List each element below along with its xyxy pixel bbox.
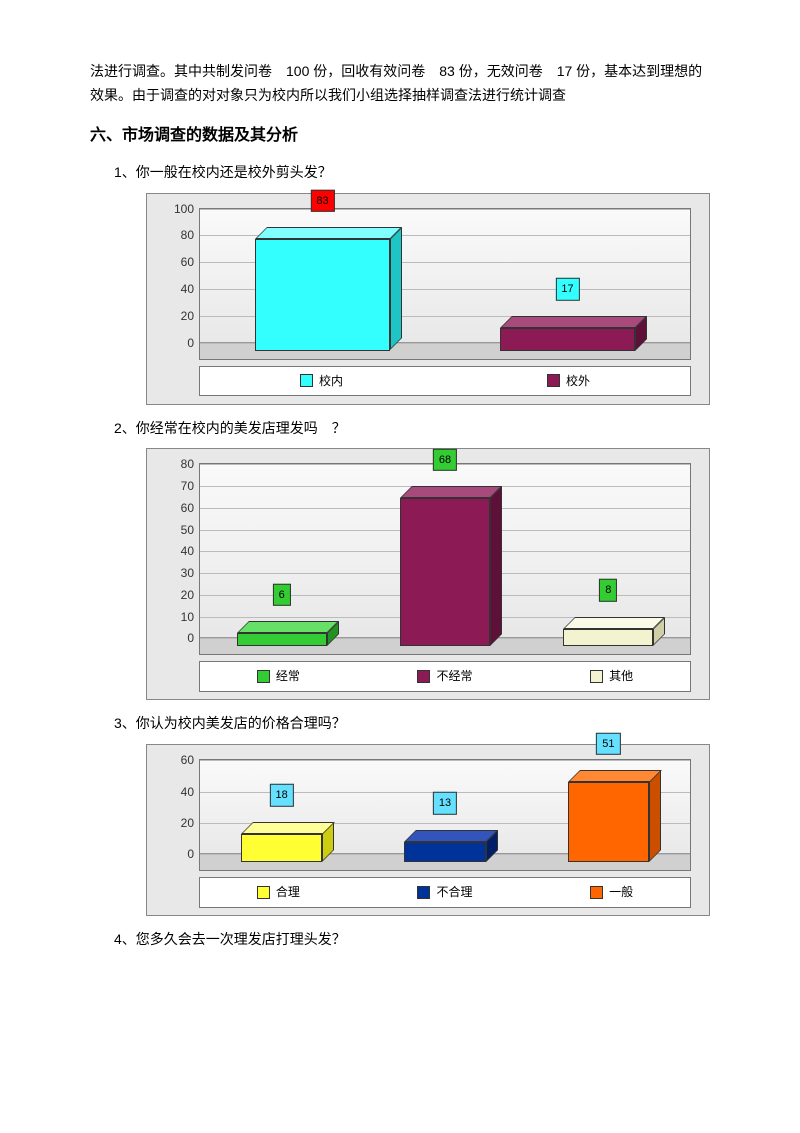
page: 法进行调查。其中共制发问卷 100 份，回收有效问卷 83 份，无效问卷 17 … [0, 0, 800, 1000]
legend-label: 不经常 [436, 666, 472, 686]
legend-item: 合理 [257, 882, 300, 902]
legend-label: 经常 [276, 666, 300, 686]
legend-item: 经常 [257, 666, 300, 686]
chart-3: 0 20 40 60 18 13 51 合理 不合理 一般 [146, 744, 710, 916]
legend-label: 一般 [609, 882, 633, 902]
y-axis-label: 60 [181, 750, 194, 770]
bar: 83 [255, 239, 390, 350]
y-axis-label: 20 [181, 813, 194, 833]
y-axis-label: 30 [181, 563, 194, 583]
data-label: 17 [555, 278, 579, 301]
legend-label: 合理 [276, 882, 300, 902]
y-axis-label: 0 [187, 628, 194, 648]
data-label: 6 [273, 583, 291, 606]
data-label: 18 [270, 784, 294, 807]
y-axis-label: 80 [181, 454, 194, 474]
legend-label: 校内 [319, 371, 343, 391]
question-3: 3、你认为校内美发店的价格合理吗？ [114, 712, 710, 736]
legend-swatch [417, 670, 430, 683]
chart-2: 010203040506070806688经常不经常其他 [146, 448, 710, 700]
bar: 6 [237, 633, 327, 646]
legend-label: 校外 [566, 371, 590, 391]
data-label: 51 [596, 732, 620, 755]
data-label: 83 [310, 189, 334, 212]
intro-paragraph: 法进行调查。其中共制发问卷 100 份，回收有效问卷 83 份，无效问卷 17 … [90, 60, 710, 108]
question-1: 1、你一般在校内还是校外剪头发？ [114, 161, 710, 185]
y-axis-label: 40 [181, 541, 194, 561]
data-label: 8 [599, 579, 617, 602]
y-axis-label: 60 [181, 498, 194, 518]
legend-label: 不合理 [436, 882, 472, 902]
y-axis-label: 0 [187, 332, 194, 352]
question-2: 2、你经常在校内的美发店理发吗 ？ [114, 417, 710, 441]
bar: 13 [404, 842, 486, 862]
y-axis-label: 10 [181, 606, 194, 626]
legend-label: 其他 [609, 666, 633, 686]
bar: 18 [241, 834, 323, 862]
legend: 校内 校外 [199, 366, 691, 396]
bar: 8 [563, 629, 653, 646]
legend-item: 不合理 [417, 882, 472, 902]
y-axis-label: 20 [181, 585, 194, 605]
bar: 51 [568, 782, 650, 862]
legend-item: 不经常 [417, 666, 472, 686]
legend-swatch [257, 670, 270, 683]
legend-item: 一般 [590, 882, 633, 902]
section-title: 六、市场调查的数据及其分析 [90, 122, 710, 149]
y-axis-label: 80 [181, 225, 194, 245]
legend-item: 校内 [300, 371, 343, 391]
legend-item: 校外 [547, 371, 590, 391]
bar: 68 [400, 498, 490, 646]
legend-swatch [257, 886, 270, 899]
y-axis-label: 100 [174, 198, 194, 218]
y-axis-label: 40 [181, 279, 194, 299]
data-label: 13 [433, 792, 457, 815]
y-axis-label: 0 [187, 844, 194, 864]
legend: 合理 不合理 一般 [199, 877, 691, 907]
legend: 经常 不经常 其他 [199, 661, 691, 691]
y-axis-label: 40 [181, 781, 194, 801]
question-4: 4、您多久会去一次理发店打理头发？ [114, 928, 710, 952]
y-axis-label: 20 [181, 306, 194, 326]
bar: 17 [500, 328, 635, 351]
legend-item: 其他 [590, 666, 633, 686]
chart-1: 0 20 40 60 80 100 83 17 校内 校外 [146, 193, 710, 405]
y-axis-label: 60 [181, 252, 194, 272]
y-axis-label: 50 [181, 519, 194, 539]
legend-swatch [590, 886, 603, 899]
legend-swatch [547, 374, 560, 387]
legend-swatch [590, 670, 603, 683]
legend-swatch [417, 886, 430, 899]
y-axis-label: 70 [181, 476, 194, 496]
data-label: 68 [433, 449, 457, 472]
legend-swatch [300, 374, 313, 387]
